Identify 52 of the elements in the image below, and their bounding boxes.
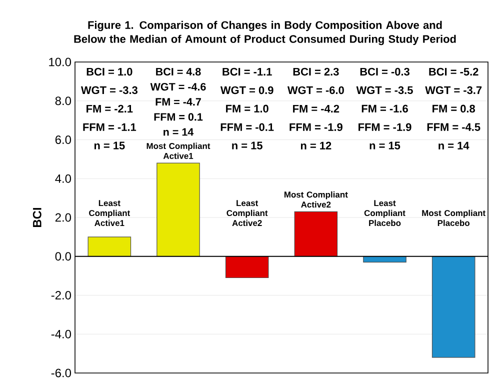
annotation: FM = 1.0	[226, 104, 268, 113]
annotation: n = 15	[232, 142, 262, 150]
annotation: BCI = 2.3	[293, 68, 339, 76]
annotation: FM = -1.6	[362, 104, 408, 113]
annotation: n = 15	[94, 142, 125, 150]
annotation: WGT = -3.5	[356, 86, 413, 94]
annotation: n = 12	[300, 142, 332, 150]
x-tick-label: Least Compliant Active1	[89, 200, 130, 226]
x-tick-label: Least Compliant Active2	[226, 200, 268, 226]
y-tick-label: -6.0	[51, 368, 72, 378]
y-tick-label: 4.0	[55, 174, 72, 183]
annotation: FM = -2.1	[86, 104, 133, 112]
bar	[156, 162, 200, 257]
chart-title: Figure 1. Comparison of Changes in Body Composition Above and Below the Median of Amount of Product Consumed During Study Period	[74, 20, 456, 46]
x-tick-label: Most Compliant Active1	[146, 142, 210, 159]
annotation: n = 14	[164, 128, 194, 136]
annotation: WGT = -3.3	[80, 86, 138, 94]
annotation: FM = -4.7	[156, 98, 201, 106]
y-tick-label: -2.0	[51, 291, 72, 300]
bar	[432, 256, 476, 358]
bar	[88, 236, 132, 257]
annotation: FFM = -1.9	[290, 123, 342, 131]
annotation: FFM = 0.1	[154, 113, 203, 121]
y-tick-label: 6.0	[55, 136, 72, 144]
bar	[294, 211, 338, 257]
annotation: n = 15	[370, 142, 400, 150]
x-tick-label: Most Compliant Placebo	[422, 210, 486, 226]
y-tick-label: 8.0	[55, 96, 72, 106]
x-tick-label: Least Compliant Placebo	[364, 200, 406, 226]
annotation: FFM = -4.5	[427, 123, 480, 131]
annotation: WGT = 0.9	[220, 86, 274, 94]
annotation: FFM = -1.9	[358, 123, 412, 131]
y-tick-label: -4.0	[51, 330, 72, 338]
bar	[225, 256, 269, 278]
y-tick-label: 10.0	[49, 58, 72, 66]
annotation: FM = 0.8	[432, 104, 476, 113]
annotation: BCI = -0.3	[360, 68, 410, 76]
annotation: FFM = -0.1	[220, 123, 274, 131]
annotation: n = 14	[438, 142, 470, 150]
annotation: WGT = -6.0	[287, 86, 344, 94]
annotation: FFM = -1.1	[83, 123, 136, 131]
x-tick-label: Most Compliant Active2	[284, 191, 348, 208]
annotation: WGT = -4.6	[150, 82, 206, 91]
y-tick-label: 2.0	[55, 213, 72, 222]
annotation: BCI = -1.1	[222, 68, 272, 76]
annotation: FM = -4.2	[293, 104, 340, 112]
y-axis-title: BCI	[32, 208, 42, 227]
annotation: WGT = -3.7	[425, 86, 482, 94]
annotation: BCI = -5.2	[429, 68, 478, 76]
annotation: BCI = 4.8	[156, 68, 201, 76]
y-tick-label: 0.0	[55, 252, 72, 261]
annotation: BCI = 1.0	[86, 68, 132, 76]
